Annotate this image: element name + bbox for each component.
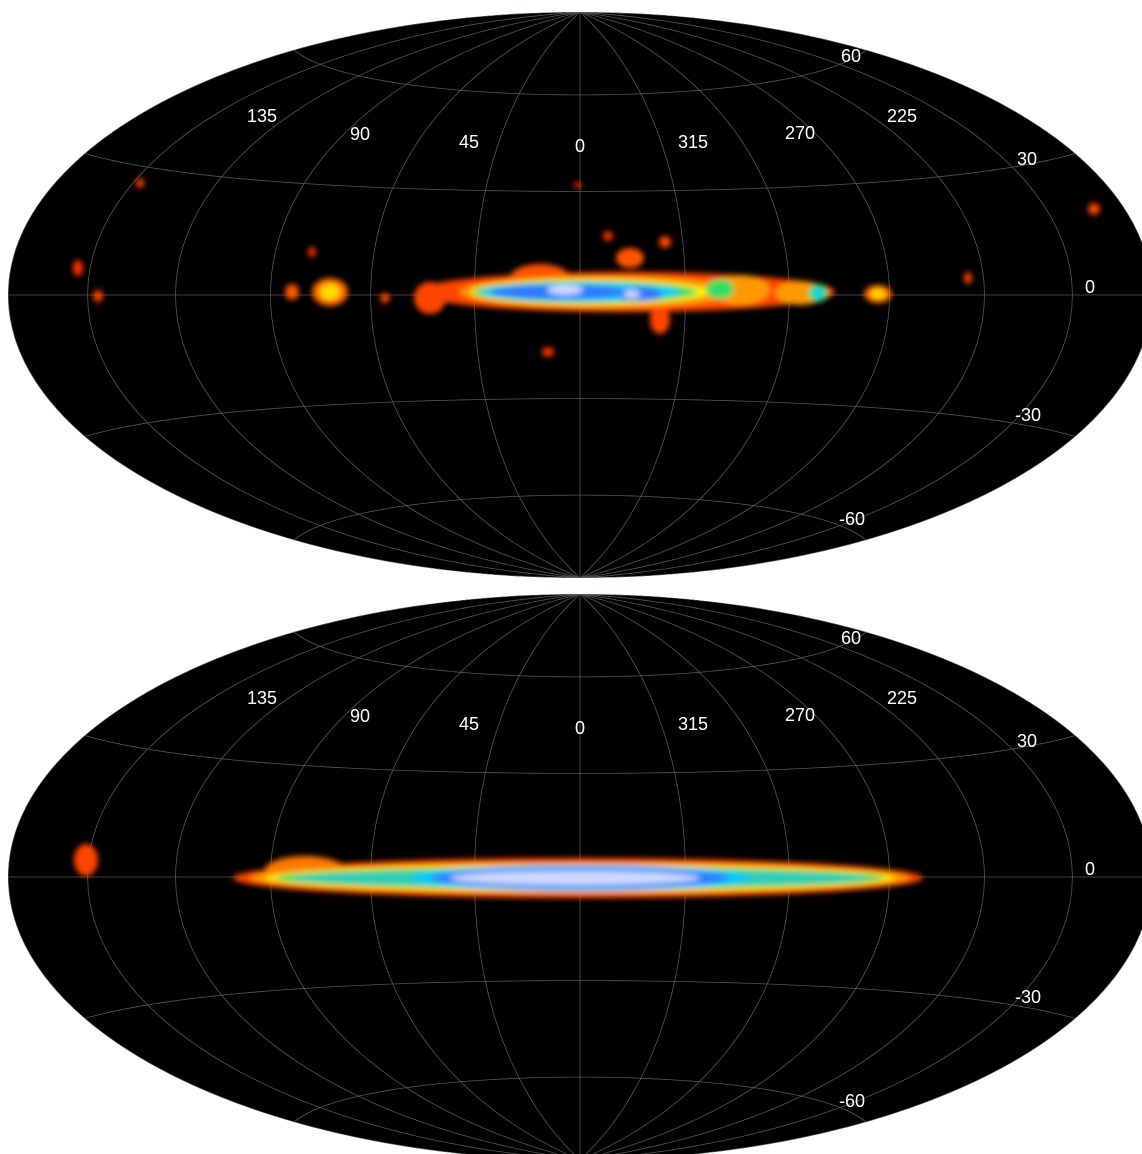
parallel [293, 1076, 867, 1123]
longitude-label: 90 [350, 124, 370, 144]
latitude-label: 30 [1017, 731, 1037, 751]
map-panel: 135 90 45 0 315 270 225 60 30 0 -30 -60 [8, 12, 1142, 578]
parallel [293, 631, 867, 678]
latitude-label: -30 [1015, 405, 1041, 425]
longitude-label: 0 [575, 718, 585, 738]
map-panel: 135 90 45 0 315 270 225 60 30 0 -30 -60 [8, 594, 1142, 1154]
latitude-label: 60 [841, 46, 861, 66]
parallel [84, 980, 1076, 1019]
parallel [293, 494, 867, 541]
emission [74, 844, 923, 898]
longitude-label: 225 [887, 106, 917, 126]
axis-labels: 135 90 45 0 315 270 225 60 30 0 -30 -60 [247, 46, 1095, 529]
parallel [84, 153, 1076, 192]
latitude-label: -60 [839, 509, 865, 529]
longitude-label: 315 [678, 714, 708, 734]
longitude-label: 270 [785, 123, 815, 143]
longitude-label: 0 [575, 136, 585, 156]
axis-labels: 135 90 45 0 315 270 225 60 30 0 -30 -60 [247, 628, 1095, 1111]
emission [73, 178, 1100, 357]
longitude-label: 225 [887, 688, 917, 708]
longitude-label: 135 [247, 688, 277, 708]
longitude-label: 45 [459, 714, 479, 734]
parallel [293, 49, 867, 96]
latitude-label: 60 [841, 628, 861, 648]
longitude-label: 90 [350, 706, 370, 726]
longitude-label: 135 [247, 106, 277, 126]
longitude-label: 45 [459, 132, 479, 152]
latitude-label: 30 [1017, 149, 1037, 169]
longitude-label: 315 [678, 132, 708, 152]
latitude-label: -60 [839, 1091, 865, 1111]
latitude-label: 0 [1085, 859, 1095, 879]
latitude-label: 0 [1085, 277, 1095, 297]
longitude-label: 270 [785, 705, 815, 725]
parallel [84, 735, 1076, 774]
parallel [84, 398, 1076, 437]
latitude-label: -30 [1015, 987, 1041, 1007]
